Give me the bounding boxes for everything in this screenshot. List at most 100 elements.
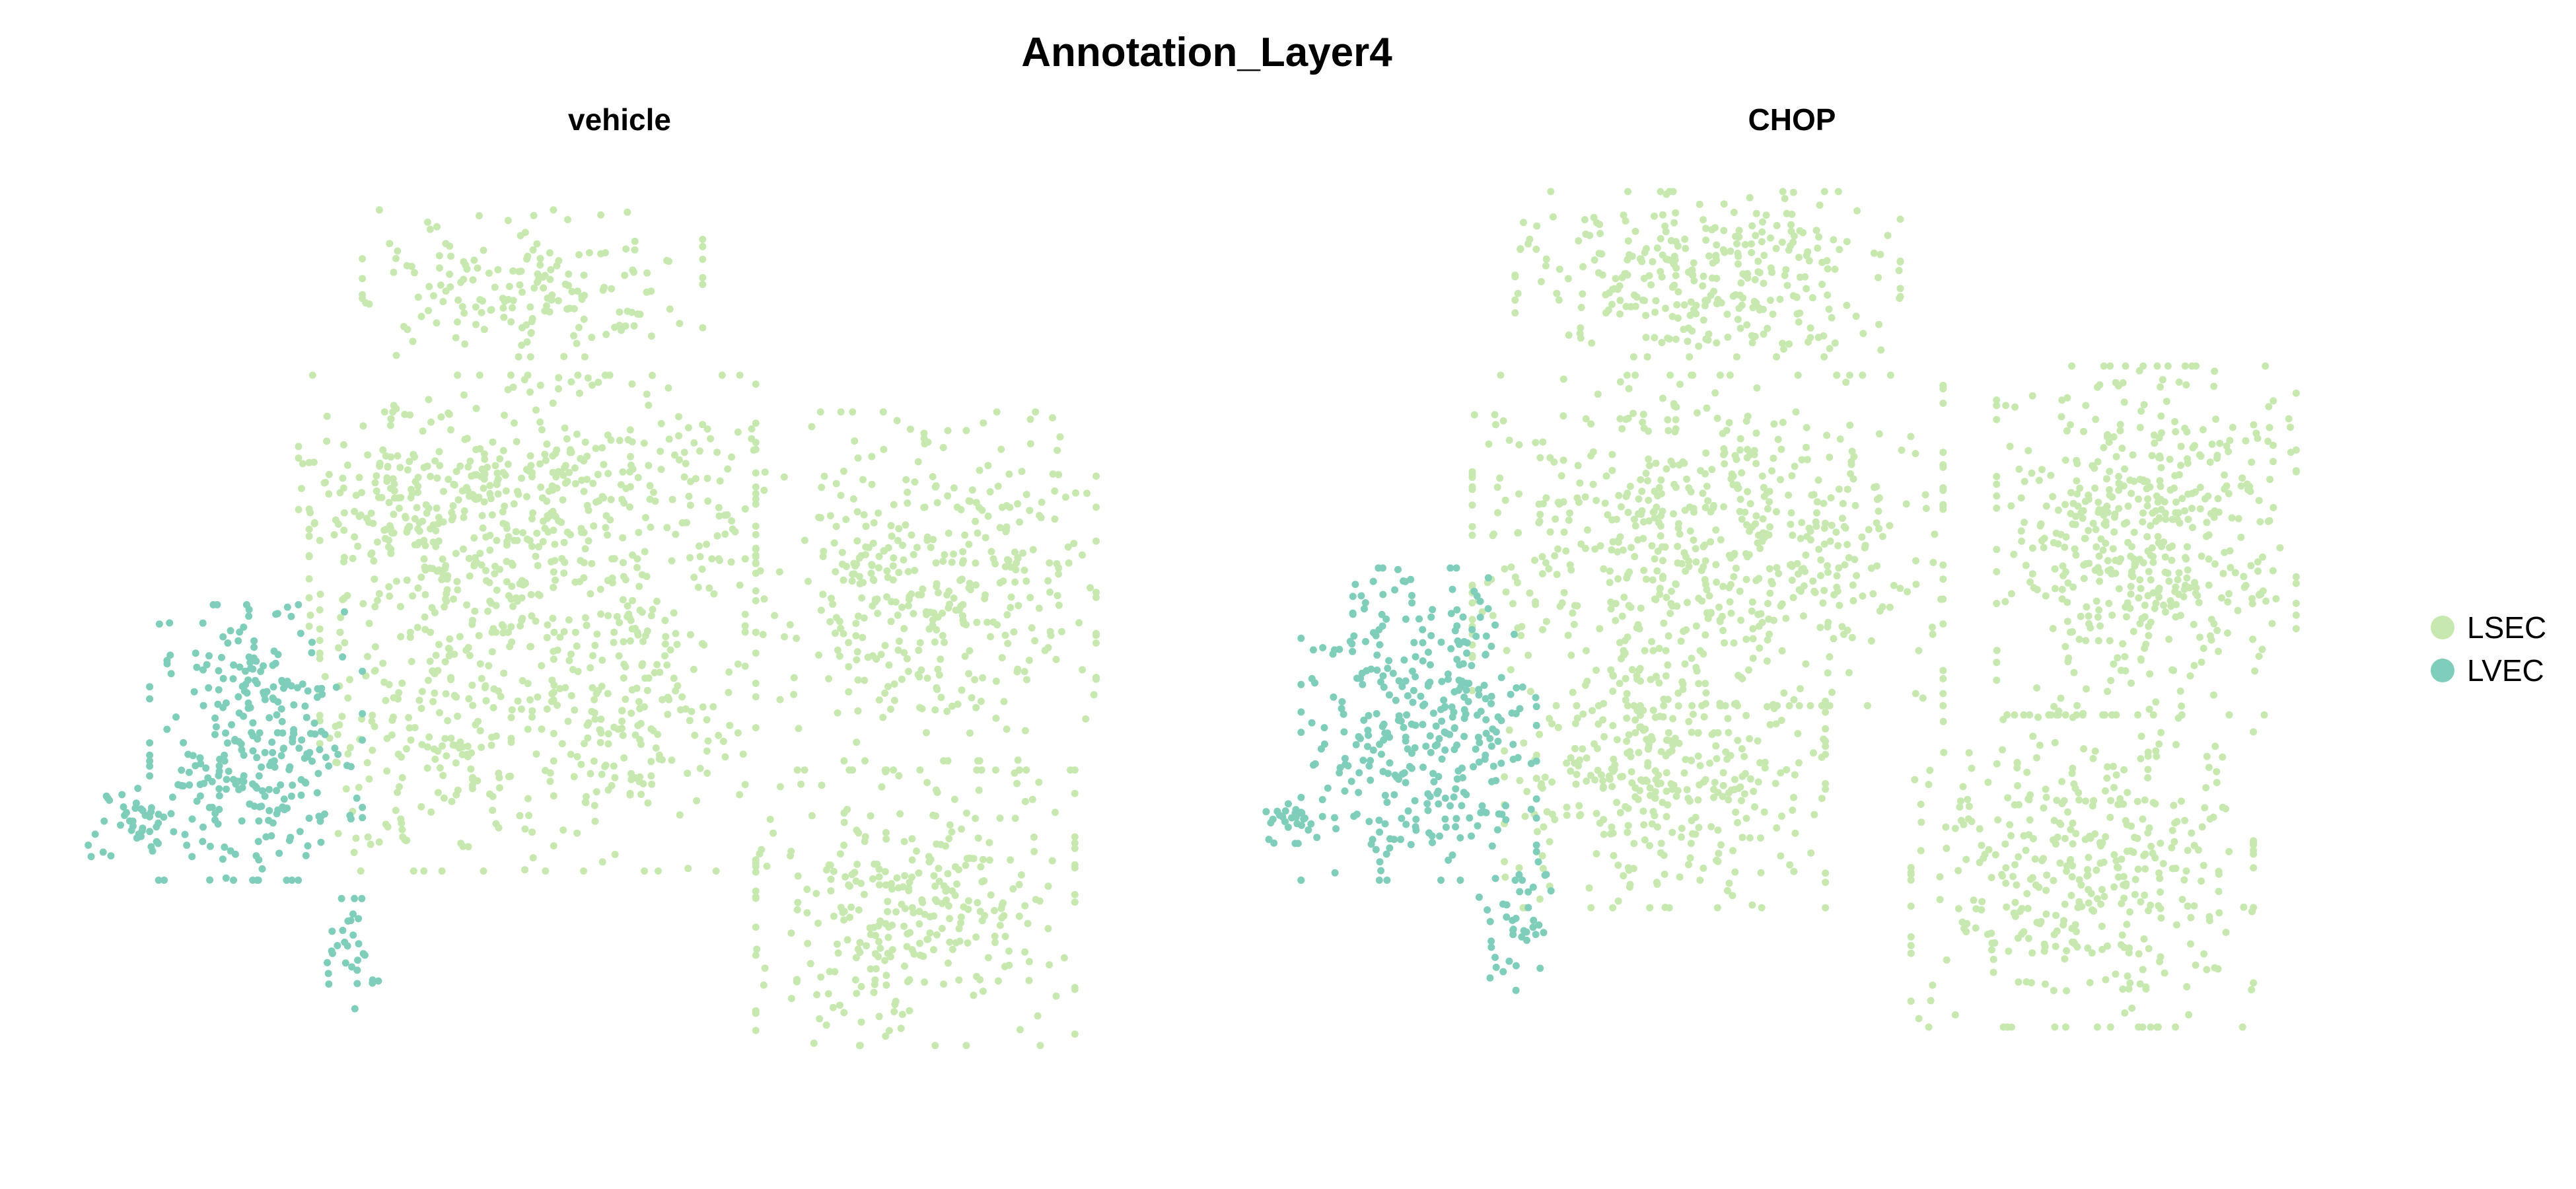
point-lsec	[1659, 575, 1666, 583]
point-lsec	[1760, 252, 1768, 260]
point-lsec	[736, 371, 744, 379]
point-lsec	[431, 457, 439, 465]
point-lsec	[845, 688, 853, 696]
point-lsec	[454, 496, 462, 504]
point-lsec	[1051, 487, 1059, 495]
point-lsec	[1787, 521, 1795, 528]
point-lsec	[1788, 576, 1796, 584]
point-lsec	[741, 610, 749, 618]
point-lvec	[196, 781, 204, 789]
point-lsec	[2085, 899, 2093, 907]
point-lsec	[390, 480, 398, 488]
point-lsec	[1835, 486, 1843, 493]
point-lsec	[1659, 799, 1666, 807]
point-lsec	[713, 449, 721, 456]
point-lsec	[855, 573, 863, 581]
point-lsec	[1706, 759, 1714, 767]
point-lsec	[1754, 737, 1762, 745]
point-lsec	[1774, 435, 1782, 443]
point-lsec	[610, 639, 618, 647]
point-lsec	[926, 929, 934, 937]
point-lsec	[893, 874, 901, 882]
point-lsec	[2270, 441, 2277, 449]
point-lsec	[2216, 439, 2224, 447]
point-lsec	[1710, 793, 1718, 801]
point-lsec	[2165, 544, 2173, 552]
panel-title-chop: CHOP	[1748, 102, 1836, 137]
point-lvec	[308, 649, 316, 657]
point-lvec	[313, 694, 321, 702]
point-lsec	[984, 954, 992, 962]
point-lsec	[2050, 987, 2057, 994]
point-lsec	[1791, 771, 1799, 779]
point-lsec	[690, 665, 698, 673]
point-lsec	[499, 295, 507, 303]
point-lsec	[1017, 871, 1025, 879]
point-lsec	[467, 765, 475, 773]
point-lsec	[1687, 756, 1695, 764]
point-lsec	[1840, 630, 1847, 638]
point-lsec	[1007, 593, 1015, 601]
point-lsec	[458, 487, 466, 495]
point-lsec	[1795, 254, 1803, 262]
point-lsec	[2184, 847, 2192, 854]
point-lsec	[837, 624, 845, 632]
point-lsec	[1795, 702, 1803, 709]
point-lvec	[168, 793, 176, 801]
point-lsec	[388, 529, 396, 537]
point-lsec	[1618, 273, 1626, 281]
point-lvec	[1487, 742, 1495, 750]
point-lsec	[1672, 271, 1680, 279]
point-lsec	[1917, 801, 1925, 809]
point-lsec	[906, 929, 914, 937]
point-lsec	[639, 660, 647, 668]
point-lsec	[2292, 599, 2300, 607]
point-lsec	[870, 923, 878, 931]
point-lsec	[810, 1039, 818, 1047]
point-lsec	[1682, 553, 1690, 561]
point-lsec	[620, 638, 627, 645]
point-lsec	[1005, 947, 1013, 955]
point-lsec	[392, 807, 400, 814]
point-lsec	[1566, 509, 1573, 517]
point-lsec	[1687, 488, 1695, 496]
point-lsec	[1627, 603, 1635, 611]
point-lsec	[815, 651, 822, 659]
point-lsec	[937, 694, 945, 702]
point-lsec	[1777, 445, 1785, 453]
point-lsec	[504, 460, 512, 468]
point-lvec	[1532, 703, 1540, 711]
point-lsec	[752, 856, 760, 864]
point-lsec	[1993, 396, 2001, 404]
point-lsec	[972, 517, 980, 525]
point-lsec	[1612, 275, 1620, 283]
point-lsec	[915, 920, 923, 928]
point-lsec	[1596, 625, 1604, 633]
point-lvec	[1297, 793, 1305, 801]
point-lsec	[559, 826, 567, 834]
point-lvec	[1378, 750, 1385, 758]
point-lsec	[524, 371, 532, 379]
point-lsec	[1863, 702, 1871, 709]
point-lsec	[1622, 303, 1630, 310]
point-lvec	[1426, 661, 1434, 668]
point-lsec	[1965, 803, 1973, 811]
point-lsec	[1583, 647, 1590, 655]
point-lsec	[1574, 462, 1582, 470]
point-lsec	[992, 714, 1000, 722]
point-lsec	[1698, 567, 1705, 575]
point-lvec	[1311, 679, 1319, 687]
point-lsec	[1822, 708, 1830, 716]
point-lsec	[541, 450, 549, 458]
point-lvec	[328, 947, 336, 955]
point-lsec	[2262, 362, 2270, 370]
point-lsec	[580, 457, 588, 465]
point-lsec	[1729, 892, 1736, 900]
point-lsec	[1514, 529, 1522, 537]
point-lsec	[2121, 653, 2129, 661]
point-lsec	[561, 424, 569, 432]
point-lsec	[2052, 943, 2059, 951]
point-lsec	[404, 466, 411, 474]
point-lsec	[1685, 717, 1693, 725]
point-lvec	[257, 668, 265, 675]
